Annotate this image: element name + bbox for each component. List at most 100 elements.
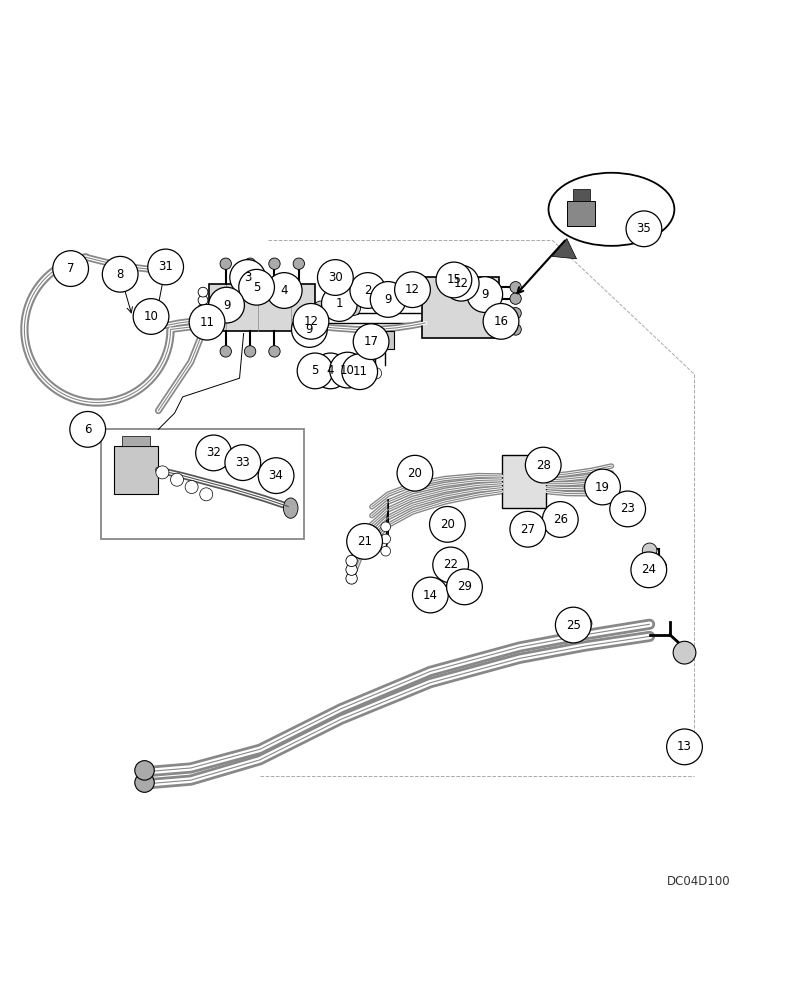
Circle shape (258, 458, 294, 494)
Circle shape (198, 303, 208, 313)
Text: 12: 12 (453, 277, 468, 290)
Circle shape (380, 522, 390, 532)
Circle shape (394, 272, 430, 308)
Circle shape (312, 353, 348, 389)
Circle shape (208, 287, 244, 323)
Circle shape (509, 308, 521, 319)
Circle shape (268, 258, 280, 269)
Circle shape (630, 552, 666, 588)
Circle shape (345, 573, 357, 584)
Circle shape (509, 293, 521, 304)
Circle shape (577, 616, 591, 631)
Text: 23: 23 (620, 502, 634, 515)
Text: 10: 10 (144, 310, 158, 323)
Circle shape (185, 481, 198, 494)
Text: 5: 5 (252, 281, 260, 294)
Circle shape (102, 256, 138, 292)
Circle shape (156, 466, 169, 479)
Circle shape (609, 491, 645, 527)
Circle shape (584, 469, 620, 505)
Circle shape (333, 301, 348, 316)
Circle shape (198, 287, 208, 297)
Circle shape (230, 260, 265, 295)
Circle shape (220, 258, 231, 269)
Circle shape (220, 346, 231, 357)
Circle shape (429, 506, 465, 542)
Circle shape (311, 366, 323, 377)
Text: 19: 19 (594, 481, 609, 494)
Bar (122, 436, 150, 446)
Circle shape (170, 473, 183, 486)
Circle shape (345, 301, 360, 316)
Circle shape (195, 435, 231, 471)
Text: 24: 24 (641, 563, 655, 576)
Circle shape (133, 299, 169, 334)
Text: 1: 1 (335, 297, 343, 310)
Circle shape (313, 301, 328, 316)
Circle shape (345, 564, 357, 575)
Text: 8: 8 (116, 268, 124, 281)
Circle shape (380, 534, 390, 544)
Circle shape (356, 368, 367, 380)
Circle shape (135, 761, 154, 780)
Circle shape (432, 547, 468, 583)
Bar (357, 331, 393, 349)
Text: 28: 28 (535, 459, 550, 472)
Text: 13: 13 (676, 740, 691, 753)
Text: 4: 4 (326, 364, 334, 377)
Text: 9: 9 (305, 323, 313, 336)
Text: 15: 15 (446, 273, 461, 286)
Bar (573, 189, 589, 201)
Text: 9: 9 (384, 293, 392, 306)
Text: 20: 20 (407, 467, 422, 480)
Bar (422, 277, 499, 338)
Ellipse shape (283, 498, 298, 518)
Circle shape (135, 773, 154, 792)
Text: 11: 11 (352, 365, 367, 378)
Circle shape (198, 295, 208, 305)
Circle shape (148, 249, 183, 285)
Circle shape (198, 320, 208, 329)
Circle shape (625, 211, 661, 247)
Bar (114, 446, 158, 494)
Text: 12: 12 (405, 283, 419, 296)
Text: 11: 11 (200, 316, 214, 329)
Text: 35: 35 (636, 222, 650, 235)
Text: 31: 31 (158, 260, 173, 273)
Bar (566, 201, 594, 226)
Polygon shape (551, 239, 576, 259)
Circle shape (189, 304, 225, 340)
Circle shape (266, 273, 302, 308)
Text: 7: 7 (67, 262, 75, 275)
Text: 29: 29 (457, 580, 471, 593)
Text: 22: 22 (443, 558, 457, 571)
Text: 26: 26 (552, 513, 567, 526)
Circle shape (350, 273, 385, 308)
Text: 14: 14 (423, 589, 437, 602)
Circle shape (483, 303, 518, 339)
Circle shape (268, 346, 280, 357)
Circle shape (672, 641, 695, 664)
Text: 25: 25 (565, 619, 580, 632)
Circle shape (370, 368, 381, 379)
Text: 4: 4 (280, 284, 288, 297)
Circle shape (380, 546, 390, 556)
Ellipse shape (548, 173, 673, 246)
Circle shape (446, 569, 482, 605)
Text: 10: 10 (340, 364, 354, 377)
Text: 2: 2 (363, 284, 371, 297)
Circle shape (293, 303, 328, 339)
Circle shape (509, 511, 545, 547)
Circle shape (317, 260, 353, 295)
Circle shape (321, 286, 357, 321)
Text: 21: 21 (357, 535, 371, 548)
Circle shape (509, 324, 521, 335)
Circle shape (291, 312, 327, 347)
Text: 33: 33 (235, 456, 250, 469)
Circle shape (466, 277, 502, 312)
Text: 9: 9 (480, 288, 488, 301)
Circle shape (293, 258, 304, 269)
Circle shape (443, 265, 478, 301)
Circle shape (200, 488, 212, 501)
Bar (209, 284, 315, 331)
